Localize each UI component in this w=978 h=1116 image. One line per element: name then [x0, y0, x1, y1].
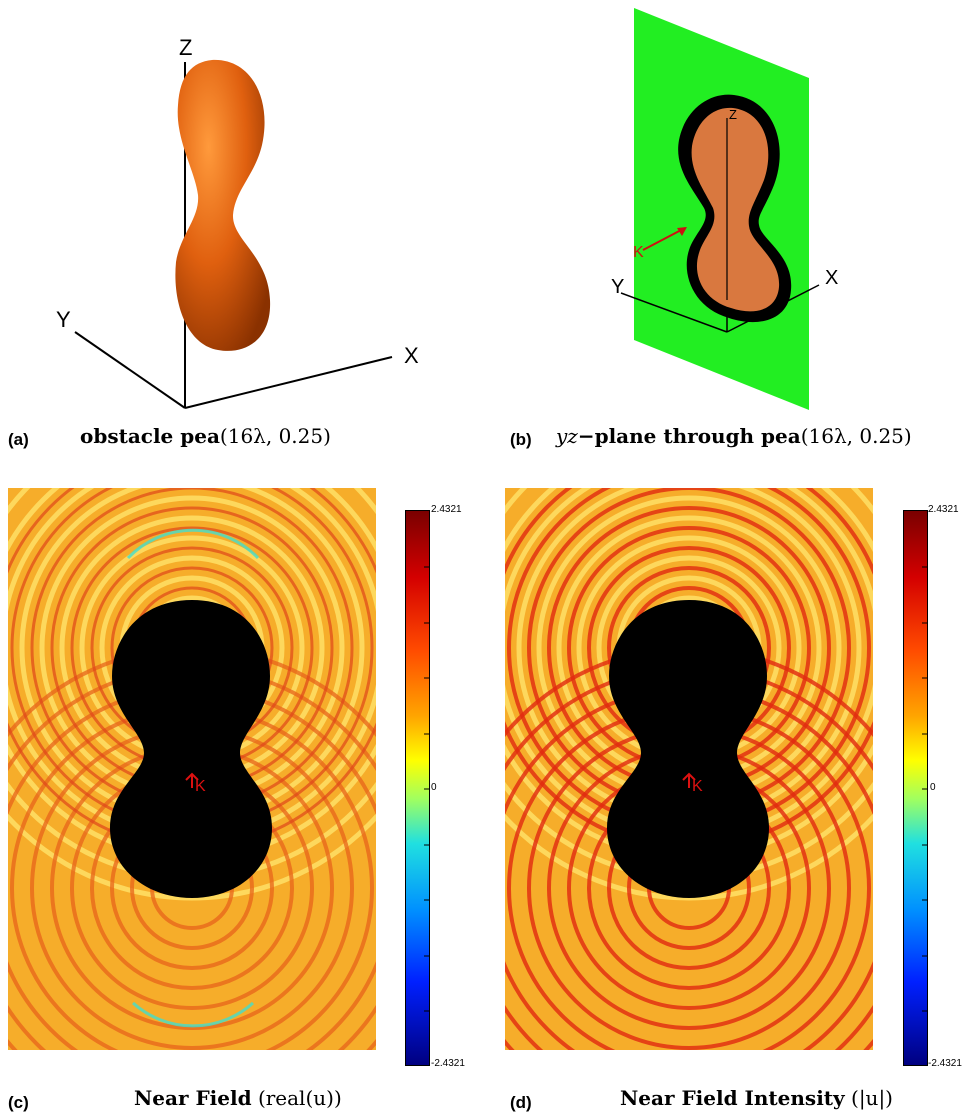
wave-arrowhead	[677, 227, 687, 236]
axis-label-z: Z	[179, 35, 193, 60]
axis-label-x: X	[404, 343, 419, 368]
colorbar-d-min: -2.4321	[928, 1058, 962, 1069]
caption-letter-b: (b)	[510, 430, 532, 449]
colorbar-d-ticks	[922, 566, 927, 1012]
y-axis-line	[620, 292, 728, 333]
caption-letter-c: (c)	[8, 1093, 29, 1112]
colorbar-c	[405, 510, 430, 1066]
panel-b: Z Y X K	[489, 0, 978, 420]
caption-letter-a: (a)	[8, 430, 29, 449]
caption-d: Near Field Intensity (|u|)	[620, 1086, 893, 1110]
wave-arrowhead	[682, 772, 696, 781]
near-field-intensity-map: K	[505, 488, 873, 1050]
caption-b-title: −plane through pea	[577, 424, 801, 448]
caption-b-italic: yz	[556, 424, 578, 448]
obstacle-silhouette	[607, 600, 769, 898]
x-axis-line	[184, 356, 393, 409]
wave-arrowhead	[185, 772, 199, 781]
colorbar-c-max: 2.4321	[431, 504, 462, 515]
colorbar-d	[903, 510, 928, 1066]
caption-c-math: (real(u))	[257, 1086, 342, 1110]
axis-label-y: Y	[56, 307, 71, 332]
wave-label-k: K	[633, 244, 644, 261]
caption-a-title: obstacle pea	[80, 424, 220, 448]
wave-label-k: K	[195, 778, 206, 795]
field-c-svg	[8, 488, 376, 1050]
colorbar-d-mid: 0	[930, 782, 936, 793]
caption-a: obstacle pea(16λ, 0.25)	[80, 424, 331, 448]
obstacle-3d-figure	[74, 59, 393, 409]
axis-label-x: X	[825, 267, 839, 289]
caption-d-math: (|u|)	[851, 1086, 893, 1110]
caption-b-math: (16λ, 0.25)	[800, 424, 912, 448]
caption-d-title: Near Field Intensity	[620, 1086, 845, 1110]
yz-plane-figure	[620, 8, 820, 410]
field-d-svg	[505, 488, 873, 1050]
cyan-accents	[126, 528, 260, 1028]
colorbar-c-mid: 0	[431, 782, 437, 793]
pea-slice-fill	[691, 107, 780, 312]
colorbar-c-ticks	[424, 566, 429, 1012]
caption-c-title: Near Field	[134, 1086, 252, 1110]
caption-c: Near Field (real(u))	[134, 1086, 342, 1110]
axis-label-z: Z	[729, 107, 737, 122]
colorbar-c-min: -2.4321	[431, 1058, 465, 1069]
panel-a: Z Y X	[0, 0, 489, 420]
caption-b: yz−plane through pea(16λ, 0.25)	[556, 424, 912, 448]
axis-label-y: Y	[611, 276, 625, 298]
colorbar-d-max: 2.4321	[928, 504, 959, 515]
caption-letter-d: (d)	[510, 1093, 532, 1112]
near-field-real-map: K	[8, 488, 376, 1050]
wave-label-k: K	[692, 778, 703, 795]
wave-arrow	[642, 227, 686, 251]
obstacle-silhouette	[110, 600, 272, 898]
caption-a-math: (16λ, 0.25)	[219, 424, 331, 448]
y-axis-line	[74, 331, 186, 409]
pea-surface	[175, 59, 271, 351]
